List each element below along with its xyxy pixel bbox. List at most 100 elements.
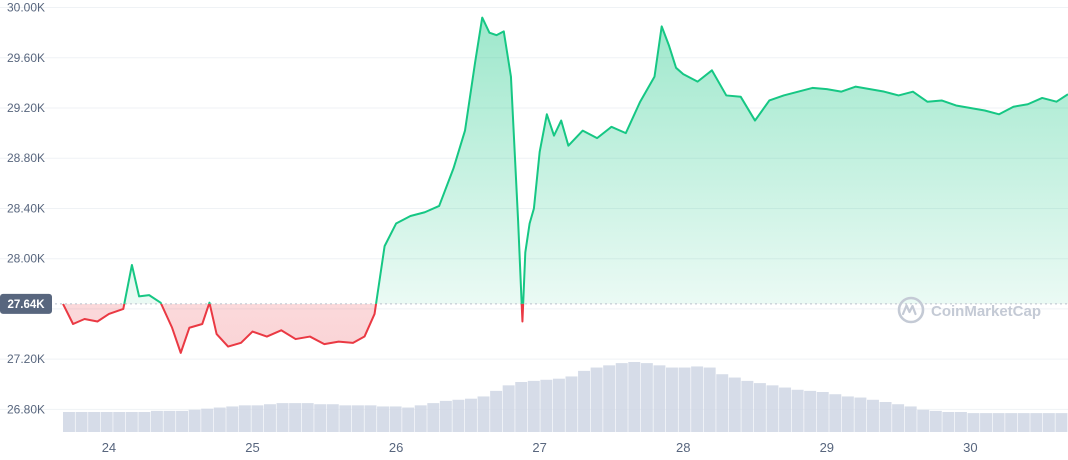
y-tick-label: 29.20K — [7, 101, 45, 115]
reference-price-label: 27.64K — [0, 293, 52, 314]
volume-bar — [75, 412, 88, 432]
volume-bar — [138, 412, 151, 432]
volume-bar — [351, 405, 364, 432]
volume-bar — [779, 387, 792, 432]
volume-bar — [314, 404, 327, 432]
x-tick-label: 24 — [102, 440, 116, 455]
volume-bar — [150, 410, 163, 432]
volume-bar — [326, 404, 339, 432]
volume-bar — [100, 412, 113, 432]
volume-bar — [1005, 413, 1018, 432]
volume-bar — [954, 412, 967, 432]
y-axis: 26.80K 27.20K 28.00K 28.40K 28.80K 29.20K 29.6… — [7, 1, 45, 417]
volume-bar — [1042, 413, 1055, 432]
price-line-up — [63, 16, 1068, 304]
watermark-text: CoinMarketCap — [931, 303, 1041, 320]
volume-bar — [402, 407, 415, 432]
volume-bar — [527, 380, 540, 432]
volume-bar — [1030, 413, 1043, 432]
coinmarketcap-logo-icon — [897, 296, 925, 324]
volume-bar — [427, 403, 440, 432]
volume-bar — [339, 405, 352, 432]
volume-bar — [88, 412, 101, 432]
volume-bar — [213, 407, 226, 432]
volume-bar — [904, 406, 917, 432]
volume-bar — [389, 406, 402, 432]
volume-bar — [854, 397, 867, 432]
volume-bar — [615, 363, 628, 432]
price-line-down — [62, 303, 525, 354]
volume-bar — [113, 412, 126, 432]
volume-bar — [552, 378, 565, 432]
volume-bar — [967, 413, 980, 432]
volume-bar — [1017, 413, 1030, 432]
x-tick-label: 27 — [532, 440, 546, 455]
y-tick-label: 27.20K — [7, 352, 45, 366]
volume-bar — [917, 409, 930, 432]
volume-bar — [364, 405, 377, 432]
volume-bar — [942, 412, 955, 432]
volume-bar — [804, 390, 817, 432]
x-tick-label: 26 — [389, 440, 403, 455]
x-tick-label: 30 — [963, 440, 977, 455]
volume-bar — [691, 366, 704, 432]
y-tick-label: 28.00K — [7, 252, 45, 266]
volume-bar — [377, 406, 390, 432]
volume-bar — [565, 376, 578, 432]
volume-bar — [226, 406, 239, 432]
volume-bar — [452, 399, 465, 432]
volume-bar — [477, 396, 490, 432]
y-tick-label: 30.00K — [7, 1, 45, 15]
reference-price-badge — [0, 293, 52, 314]
x-tick-label: 25 — [245, 440, 259, 455]
volume-bar — [929, 410, 942, 432]
volume-bar — [841, 396, 854, 432]
volume-bar — [439, 400, 452, 432]
volume-bar — [867, 399, 879, 432]
x-tick-label: 29 — [820, 440, 834, 455]
volume-bar — [678, 367, 691, 432]
volume-bar — [879, 402, 892, 432]
y-tick-label: 29.60K — [7, 51, 45, 65]
volume-bar — [414, 405, 427, 432]
volume-bar — [490, 390, 503, 432]
reference-price-text: 27.64K — [7, 299, 45, 311]
volume-bar — [251, 405, 264, 432]
volume-bar — [603, 365, 616, 432]
x-axis: 24 25 26 27 28 29 30 — [102, 440, 978, 455]
volume-bar — [238, 405, 251, 432]
volume-bar — [980, 413, 993, 432]
y-tick-label: 28.80K — [7, 151, 45, 165]
volume-bar — [163, 410, 176, 432]
volume-bar — [892, 404, 905, 432]
price-area-up — [124, 17, 1068, 304]
price-line — [62, 16, 1068, 354]
volume-bar — [791, 389, 804, 432]
price-area — [63, 17, 1068, 353]
volume-bar — [640, 363, 653, 432]
volume-bar — [829, 394, 842, 432]
volume-bar — [741, 380, 754, 432]
volume-bar — [201, 408, 214, 432]
volume-bar — [176, 410, 189, 432]
volume-bars — [63, 362, 1068, 432]
volume-bar — [301, 403, 314, 432]
volume-bar — [728, 377, 741, 432]
volume-bar — [276, 403, 289, 432]
volume-bar — [515, 382, 528, 432]
coinmarketcap-watermark: CoinMarketCap — [897, 296, 1041, 324]
volume-bar — [578, 370, 591, 432]
price-area-down — [63, 303, 1068, 353]
x-tick-label: 28 — [676, 440, 690, 455]
volume-bar — [264, 404, 276, 432]
volume-bar — [628, 362, 641, 432]
volume-bar — [753, 383, 766, 432]
volume-bar — [502, 385, 515, 432]
volume-bar — [716, 374, 729, 432]
volume-bar — [590, 367, 603, 432]
volume-bar — [63, 412, 75, 432]
volume-bar — [1055, 413, 1068, 432]
volume-bar — [289, 403, 302, 432]
